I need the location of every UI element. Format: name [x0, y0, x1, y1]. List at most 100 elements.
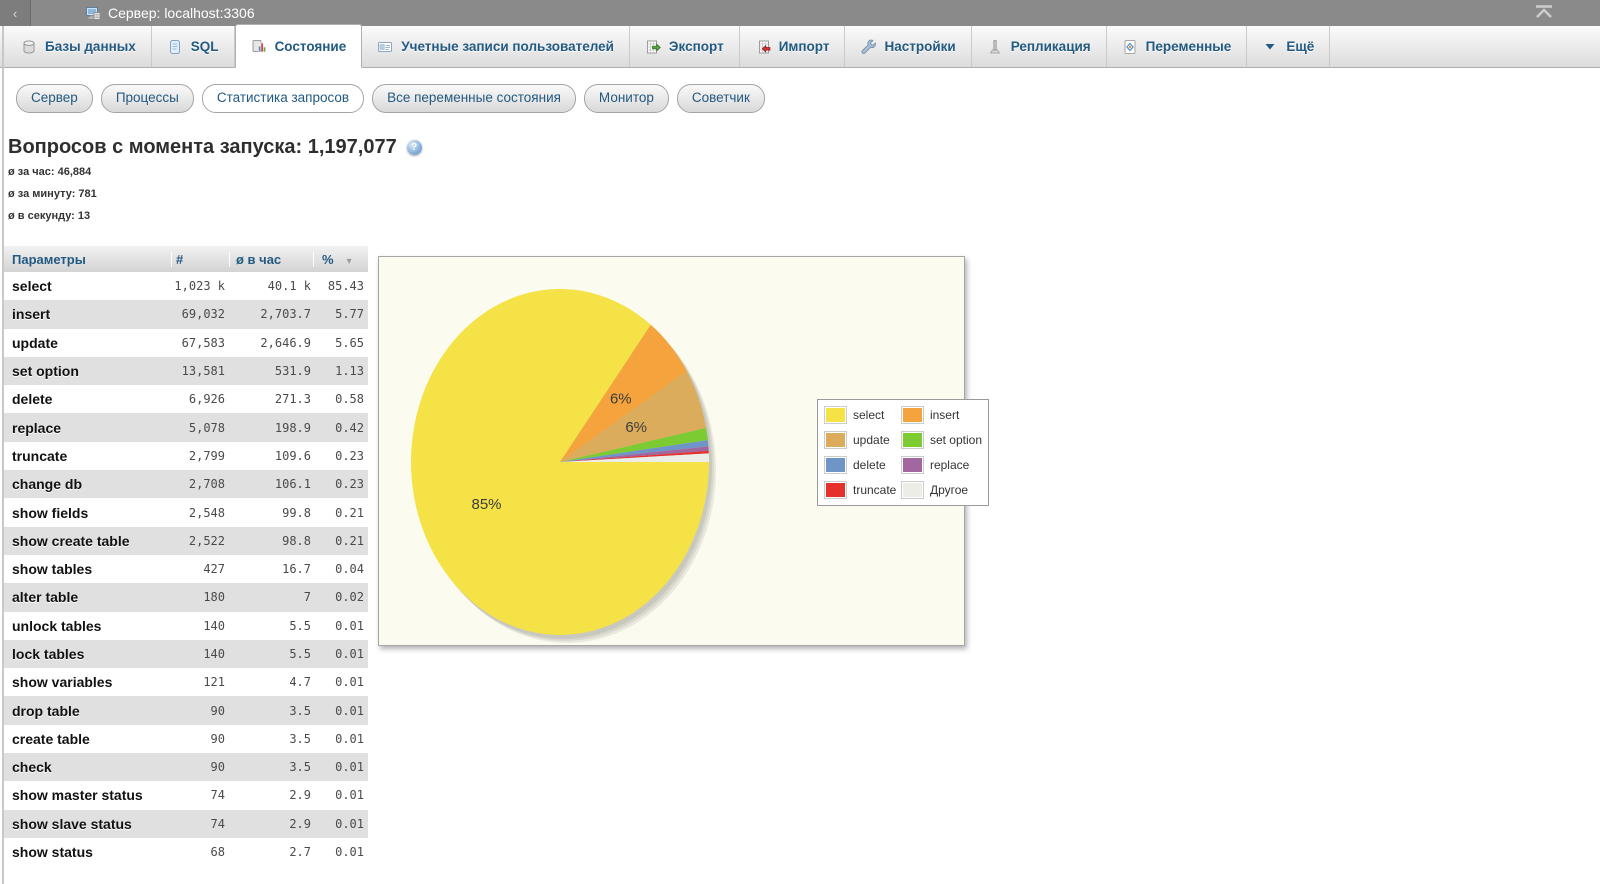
query-name: show slave status — [12, 815, 132, 832]
query-per-hour: 2.9 — [289, 816, 311, 831]
tab-variables[interactable]: Переменные — [1107, 26, 1248, 67]
query-percent: 0.01 — [335, 760, 364, 775]
query-name: replace — [12, 419, 62, 436]
table-body: select 1,023 k 40.1 k 85.43 insert 69,032 2,70… — [4, 272, 368, 866]
query-name: show tables — [12, 561, 93, 578]
column-header-2[interactable]: ø в час — [229, 251, 313, 267]
table-row: delete 6,926 271.3 0.58 — [4, 385, 368, 413]
subtab-processes[interactable]: Процессы — [100, 84, 194, 113]
query-count: 74 — [210, 788, 225, 803]
status-icon — [251, 38, 267, 54]
query-percent: 85.43 — [327, 279, 364, 294]
legend-label: truncate — [853, 483, 897, 497]
query-name: select — [12, 278, 52, 295]
query-percent: 0.02 — [335, 590, 364, 605]
tab-more[interactable]: Ещё — [1247, 26, 1331, 67]
legend-item-Другое: Другое — [900, 481, 982, 499]
query-name: truncate — [12, 447, 68, 464]
pie-slice-delete — [560, 440, 709, 462]
query-count: 74 — [210, 816, 225, 831]
column-header-3[interactable]: % ▾ — [313, 251, 368, 267]
window-title: Сервер: localhost:3306 — [108, 5, 255, 21]
nav-panel-collapse-button[interactable]: ‹ — [0, 0, 31, 26]
legend-swatch — [900, 406, 924, 424]
subtab-all-status-variables[interactable]: Все переменные состояния — [372, 84, 576, 113]
tab-settings[interactable]: Настройки — [845, 26, 972, 67]
query-count: 2,708 — [188, 477, 225, 492]
table-row: show tables 427 16.7 0.04 — [4, 555, 368, 583]
tab-label: Импорт — [778, 39, 830, 54]
query-name: show create table — [12, 532, 130, 549]
query-per-hour: 98.8 — [282, 533, 311, 548]
query-per-hour: 40.1 k — [267, 279, 311, 294]
table-row: alter table 180 7 0.02 — [4, 583, 368, 612]
tab-import[interactable]: Импорт — [740, 26, 846, 67]
tab-databases[interactable]: Базы данных — [6, 26, 152, 67]
query-count: 13,581 — [181, 364, 225, 379]
pie-label-update: 6% — [625, 419, 647, 436]
table-row: replace 5,078 198.9 0.42 — [4, 413, 368, 442]
tab-status[interactable]: Состояние — [234, 24, 363, 68]
query-count: 67,583 — [181, 335, 225, 350]
legend-swatch — [900, 456, 924, 474]
query-count: 2,522 — [188, 533, 225, 548]
query-per-hour: 271.3 — [274, 392, 311, 407]
query-name: show variables — [12, 674, 113, 691]
query-percent: 0.23 — [335, 448, 364, 463]
query-count: 121 — [203, 675, 225, 690]
replication-icon — [987, 39, 1003, 55]
table-row: drop table 90 3.5 0.01 — [4, 696, 368, 725]
query-percent: 0.21 — [335, 505, 364, 520]
query-count: 2,548 — [188, 505, 225, 520]
main-tab-bar: Базы данных SQL Состояние Учетные записи по… — [0, 24, 1600, 68]
query-count: 6,926 — [188, 392, 225, 407]
query-per-hour: 2.9 — [289, 788, 311, 803]
legend-item-delete: delete — [824, 456, 899, 474]
stat-line: ø за минуту: 781 — [8, 188, 97, 200]
legend-item-set-option: set option — [900, 431, 982, 449]
query-count: 140 — [203, 647, 225, 661]
pie-slice-set-option — [560, 428, 708, 462]
query-name: show status — [12, 844, 93, 861]
pie-slice-update — [560, 371, 707, 462]
import-icon — [755, 39, 771, 55]
query-percent: 0.01 — [335, 675, 364, 690]
query-name: change db — [12, 476, 83, 493]
tab-label: Репликация — [1010, 39, 1091, 54]
query-percent: 0.01 — [335, 788, 364, 803]
subtab-advisor[interactable]: Советчик — [676, 84, 765, 113]
legend-item-select: select — [824, 406, 899, 424]
tab-replication[interactable]: Репликация — [972, 26, 1107, 67]
legend-label: select — [853, 408, 885, 422]
tab-label: Экспорт — [668, 39, 724, 54]
subtab-monitor[interactable]: Монитор — [583, 84, 669, 113]
table-row: select 1,023 k 40.1 k 85.43 — [4, 272, 368, 300]
query-per-hour: 109.6 — [274, 448, 311, 463]
table-row: truncate 2,799 109.6 0.23 — [4, 442, 368, 470]
table-row: unlock tables 140 5.5 0.01 — [4, 612, 368, 640]
table-row: show master status 74 2.9 0.01 — [4, 781, 368, 809]
tab-user-accounts[interactable]: Учетные записи пользователей — [362, 26, 630, 67]
help-icon[interactable]: ? — [406, 140, 422, 155]
scroll-to-top-icon[interactable] — [1533, 4, 1555, 25]
query-name: update — [12, 334, 58, 351]
legend-label: delete — [853, 458, 886, 472]
column-header-1[interactable]: # — [171, 251, 229, 267]
column-header-0[interactable]: Параметры — [12, 251, 86, 267]
tab-export[interactable]: Экспорт — [630, 26, 740, 67]
tab-sql[interactable]: SQL — [152, 26, 235, 67]
query-name: create table — [12, 730, 90, 747]
titlebar: ‹ Сервер: localhost:3306 — [0, 0, 1600, 26]
frame-divider — [2, 26, 4, 884]
pie-slice-insert — [560, 324, 687, 462]
sql-icon — [167, 39, 183, 55]
pie-slice-truncate — [560, 450, 709, 462]
query-per-hour: 5.5 — [289, 647, 311, 661]
pie-slice-select — [411, 288, 709, 635]
subtab-server[interactable]: Сервер — [16, 84, 93, 113]
query-name: show master status — [12, 787, 143, 804]
query-name: drop table — [12, 702, 80, 719]
subtab-query-statistics[interactable]: Статистика запросов — [201, 84, 365, 113]
query-per-hour: 3.5 — [289, 703, 311, 718]
legend-swatch — [824, 431, 847, 449]
